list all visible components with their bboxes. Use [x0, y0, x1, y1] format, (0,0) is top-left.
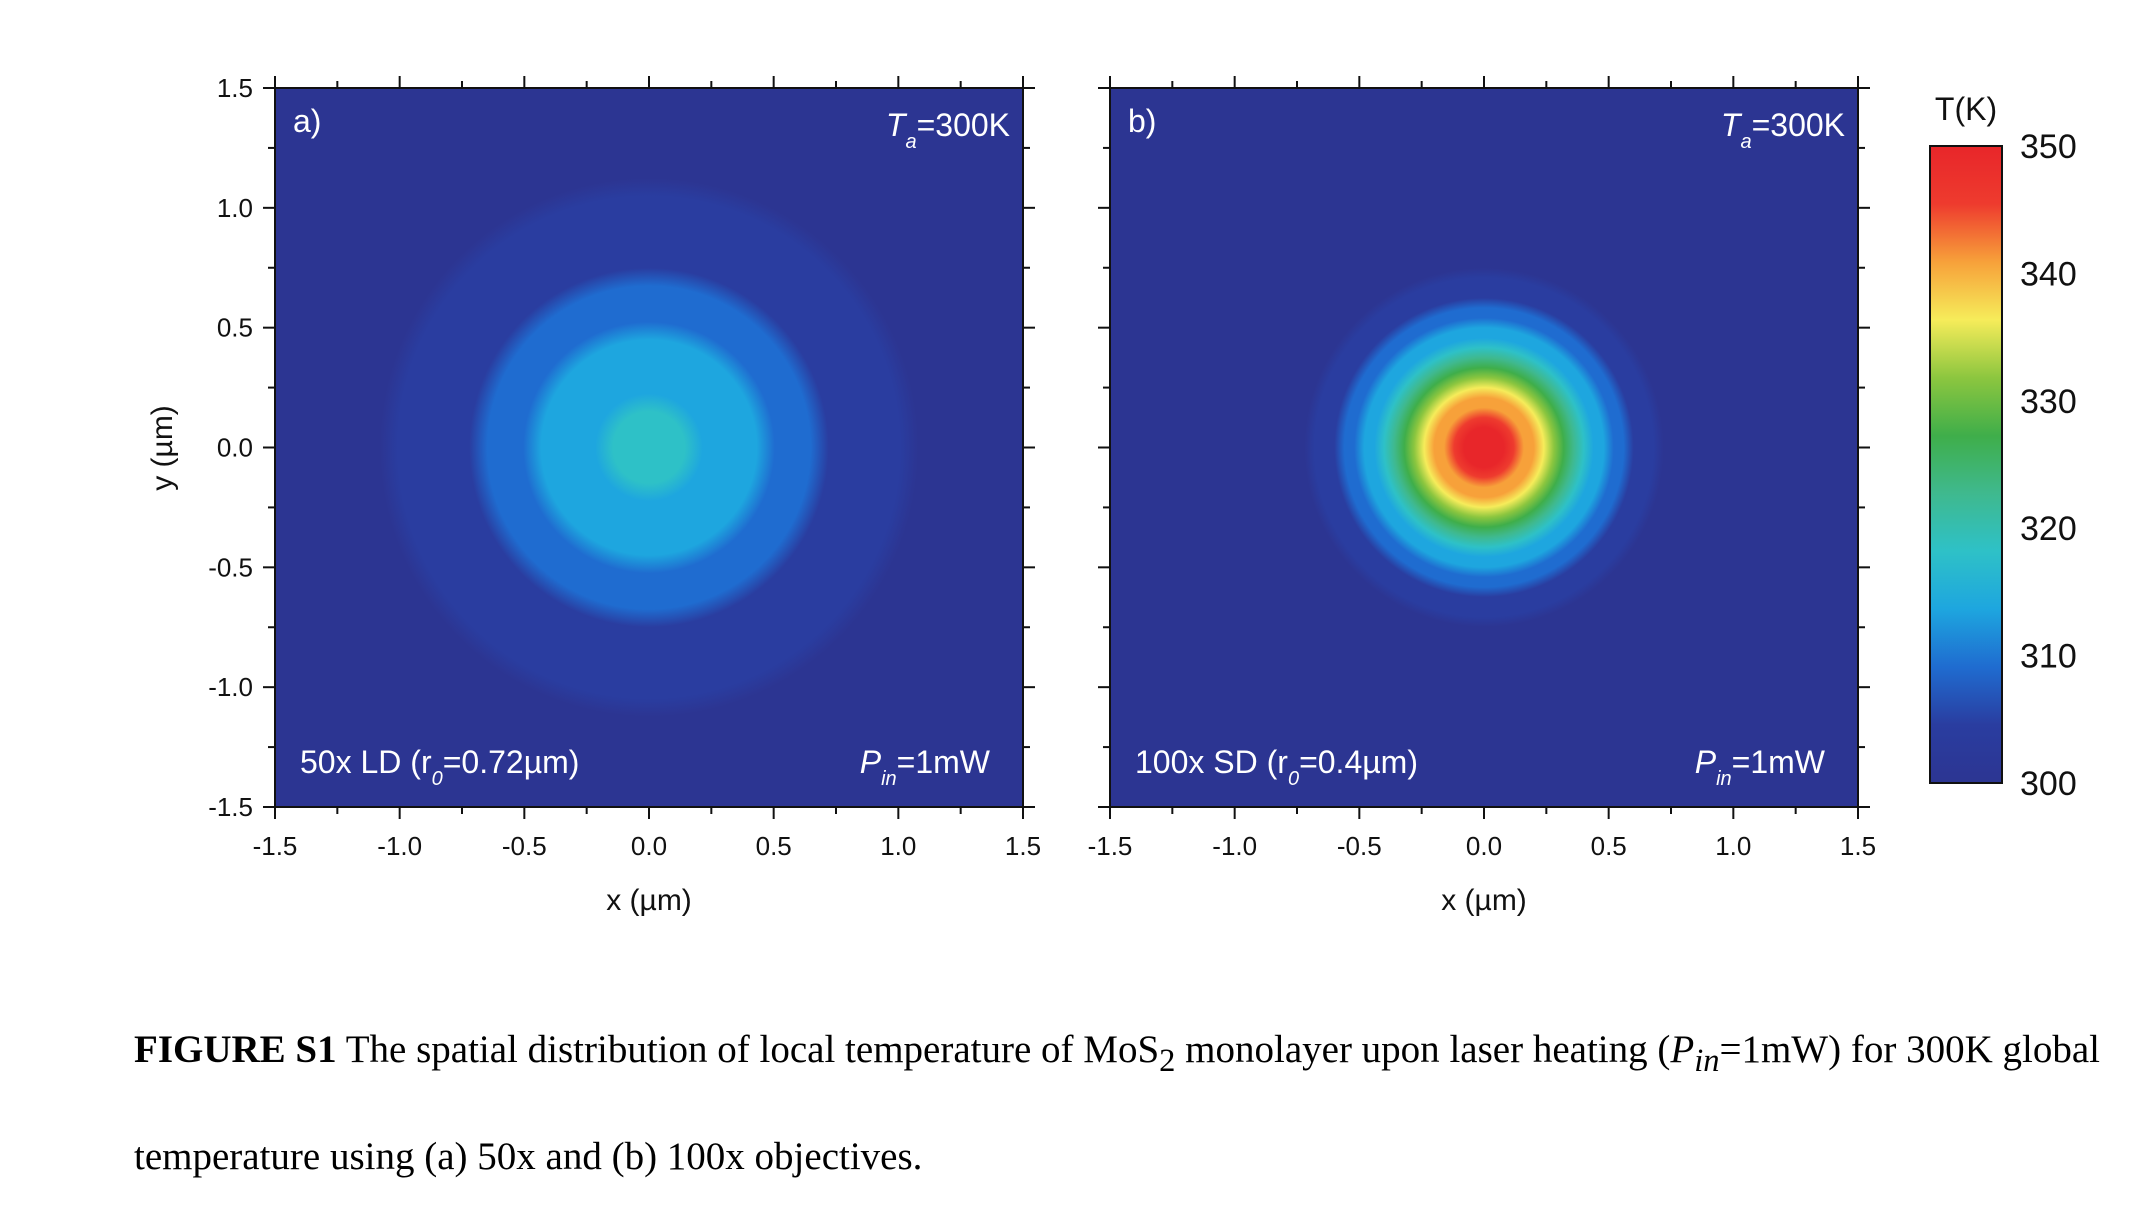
colorbar-tick-labels: 350 340 330 320 310 300 [2020, 128, 2077, 803]
panel-a-x-tick-label: 0.0 [631, 831, 667, 861]
panel-a-y-tick-label: 1.5 [217, 73, 253, 103]
figure: -1.5 -1.0 -0.5 0.0 0.5 1.0 1.5 -1.5 -1.0 -0.5 0.0… [146, 73, 2077, 917]
panel-a-x-tick-label: 0.5 [756, 831, 792, 861]
caption-text-2: monolayer upon laser heating ( [1175, 1028, 1671, 1071]
panel-b-x-tick-label: 1.5 [1840, 831, 1876, 861]
panel-a-y-tick-labels: -1.5 -1.0 -0.5 0.0 0.5 1.0 1.5 [208, 73, 253, 822]
panel-b-power-annotation: Pin=1mW [1695, 744, 1826, 790]
caption-subscript-2: 2 [1159, 1042, 1176, 1079]
caption-pin: P [1670, 1028, 1695, 1071]
panel-b: -1.5 -1.0 -0.5 0.0 0.5 1.0 1.5 b) Ta=300K 100x… [1088, 76, 1876, 917]
panel-a-y-tick-label: -1.0 [208, 672, 253, 702]
panel-a-x-tick-label: 1.5 [1005, 831, 1041, 861]
panel-a-x-tick-label: -0.5 [502, 831, 547, 861]
caption-lead: FIGURE S1 [134, 1028, 337, 1071]
panel-b-x-tick-label: 1.0 [1715, 831, 1751, 861]
panel-a-ticks [263, 76, 1035, 819]
panel-b-ticks [1098, 76, 1870, 819]
panel-b-x-tick-labels: -1.5 -1.0 -0.5 0.0 0.5 1.0 1.5 [1088, 831, 1876, 861]
panel-a-x-tick-label: -1.5 [253, 831, 298, 861]
colorbar-tick-label: 300 [2020, 765, 2077, 803]
panel-b-x-tick-label: -1.5 [1088, 831, 1133, 861]
colorbar: T(K) 350 340 330 320 310 300 [1929, 91, 2077, 803]
panel-a-x-tick-label: 1.0 [880, 831, 916, 861]
panel-a-y-tick-label: -1.5 [208, 792, 253, 822]
panel-a: -1.5 -1.0 -0.5 0.0 0.5 1.0 1.5 -1.5 -1.0 -0.5 0.0… [146, 73, 1041, 917]
panel-a-objective-annotation: 50x LD (r0=0.72µm) [300, 744, 579, 790]
panel-a-heatmap [275, 88, 1023, 807]
colorbar-title: T(K) [1935, 91, 1997, 127]
colorbar-tick-label: 320 [2020, 510, 2077, 548]
caption-pin-subscript: in [1694, 1042, 1720, 1079]
panel-b-heatmap [1110, 88, 1858, 807]
colorbar-tick-label: 310 [2020, 638, 2077, 676]
panel-b-x-tick-label: -1.0 [1212, 831, 1257, 861]
panel-a-y-tick-label: 0.5 [217, 313, 253, 343]
colorbar-tick-label: 330 [2020, 383, 2077, 421]
panel-b-x-axis-title: x (µm) [1441, 884, 1527, 917]
colorbar-tick-label: 350 [2020, 128, 2077, 166]
panel-b-label: b) [1128, 103, 1156, 139]
panel-a-power-annotation: Pin=1mW [860, 744, 991, 790]
colorbar-tick-label: 340 [2020, 255, 2077, 293]
panel-a-y-tick-label: -0.5 [208, 552, 253, 582]
colorbar-gradient [1929, 145, 2003, 784]
panel-a-ambient-annotation: Ta=300K [886, 107, 1010, 153]
caption-text-1: The spatial distribution of local temper… [336, 1028, 1160, 1071]
panel-b-x-tick-label: 0.5 [1591, 831, 1627, 861]
panel-a-y-tick-label: 0.0 [217, 433, 253, 463]
panel-a-label: a) [293, 103, 321, 139]
panel-a-x-tick-labels: -1.5 -1.0 -0.5 0.0 0.5 1.0 1.5 [253, 831, 1041, 861]
panel-a-x-axis-title: x (µm) [606, 884, 692, 917]
panel-b-x-tick-label: -0.5 [1337, 831, 1382, 861]
panel-a-y-axis-title: y (µm) [146, 405, 179, 491]
panel-a-y-tick-label: 1.0 [217, 193, 253, 223]
figure-caption: FIGURE S1 The spatial distribution of lo… [134, 1002, 2100, 1205]
panel-b-ambient-annotation: Ta=300K [1721, 107, 1845, 153]
panel-a-x-tick-label: -1.0 [377, 831, 422, 861]
panel-b-x-tick-label: 0.0 [1466, 831, 1502, 861]
panel-b-objective-annotation: 100x SD (r0=0.4µm) [1135, 744, 1418, 790]
